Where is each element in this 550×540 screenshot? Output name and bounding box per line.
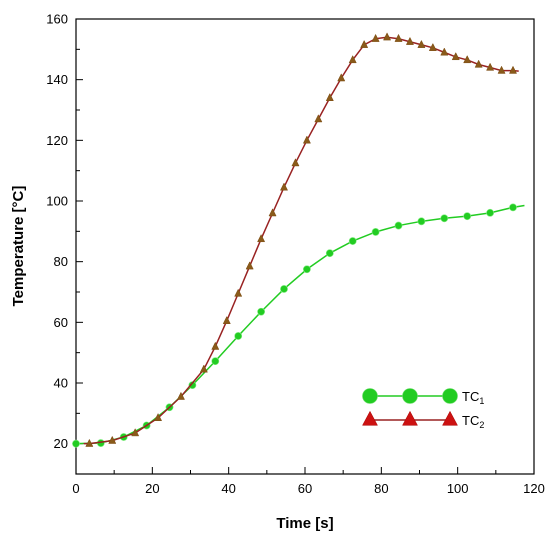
data-point-tc2 [280,182,289,191]
x-tick-label: 80 [374,481,388,496]
y-tick-label: 80 [54,254,68,269]
data-point-tc1 [257,307,266,316]
data-point-tc2 [291,158,300,167]
data-point-tc1 [463,212,472,221]
series-layer [72,32,525,448]
data-point-tc1 [348,237,357,245]
data-point-tc2 [325,92,334,101]
data-point-tc2 [428,42,437,51]
series-1 [72,203,525,448]
x-tick-label: 20 [145,481,159,496]
data-point-tc2 [85,438,94,447]
data-point-tc2 [234,288,243,297]
data-point-tc2 [383,32,392,41]
data-point-tc2 [451,52,460,61]
data-point-tc2 [417,39,426,48]
legend-label-main: TC [462,413,479,428]
x-tick-label: 120 [523,481,545,496]
x-tick-label: 100 [447,481,469,496]
data-point-tc2 [405,36,414,45]
data-point-tc1 [234,332,243,340]
series-2-line [83,36,519,445]
data-point-tc2 [337,73,346,82]
data-point-tc2 [302,135,311,144]
data-point-tc2 [199,364,208,373]
x-tick-label: 60 [298,481,312,496]
y-tick-label: 20 [54,436,68,451]
data-point-tc2 [222,315,231,324]
data-point-tc2 [211,341,220,350]
data-point-tc2 [474,59,483,68]
x-tick-label: 40 [221,481,235,496]
data-point-tc2 [509,65,518,74]
legend-label: TC2 [462,413,484,430]
data-point-tc2 [463,55,472,64]
data-point-tc2 [154,413,163,422]
legend-label: TC1 [462,389,484,406]
legend-marker-triangle [442,410,458,426]
legend-label-main: TC [462,389,479,404]
y-tick-label: 160 [46,12,68,27]
data-point-tc2 [360,39,369,48]
data-point-tc2 [268,208,277,217]
data-point-tc2 [371,33,380,42]
data-point-tc2 [497,65,506,74]
y-tick-label: 120 [46,133,68,148]
legend-marker-triangle [402,410,418,426]
data-point-tc2 [440,47,449,56]
legend-marker-circle [402,388,418,404]
data-point-tc1 [325,249,334,258]
data-point-tc1 [440,214,449,223]
x-tick-label: 0 [72,481,79,496]
plot-area-border [75,18,535,475]
data-point-tc1 [211,357,220,366]
data-point-tc2 [245,261,254,270]
data-point-tc2 [314,114,323,123]
data-point-tc1 [394,221,403,230]
data-point-tc1 [188,381,197,390]
legend-label-subscript: 1 [479,396,484,406]
data-point-tc2 [257,234,266,243]
data-point-tc1 [486,208,495,217]
y-tick-label: 40 [54,376,68,391]
y-axis-title: Temperature [°C] [10,186,27,307]
legend-marker-triangle [362,410,378,426]
data-point-tc2 [176,391,185,400]
y-tick-label: 140 [46,72,68,87]
series-1-line [75,204,525,445]
y-axis-ticks: 20 40 60 80 100 120 140 160 [46,12,83,475]
data-point-tc2 [348,55,357,64]
x-axis-title: Time [s] [276,515,333,532]
data-point-tc2 [131,428,140,437]
legend-item-1: TC1 [362,388,484,406]
legend-label-subscript: 2 [479,420,484,430]
data-point-tc2 [486,62,495,71]
data-point-tc2 [394,33,403,42]
y-tick-label: 100 [46,194,68,209]
series-2 [83,32,519,447]
legend-marker-circle [442,388,458,404]
legend-item-2: TC2 [362,410,484,430]
data-point-tc2 [108,435,117,444]
data-point-tc1 [303,265,311,274]
y-tick-label: 60 [54,315,68,330]
legend-marker-circle [362,388,378,404]
plot-frame [75,18,535,475]
data-point-tc1 [417,217,426,226]
data-point-tc1 [72,439,80,448]
x-axis-ticks: 0 20 40 60 80 100 120 [72,467,545,496]
data-point-tc1 [371,228,380,236]
data-point-tc1 [509,203,517,212]
data-point-tc1 [280,285,288,293]
